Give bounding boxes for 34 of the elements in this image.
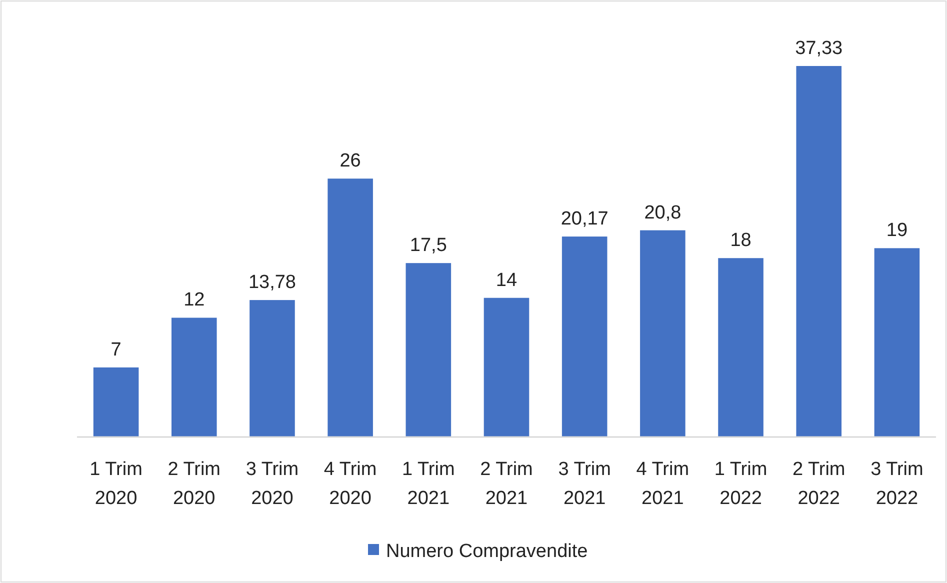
bar: [93, 367, 139, 437]
x-tick-label: 2 Trim 2022: [792, 459, 846, 509]
bar: [796, 66, 842, 437]
x-tick-label: 1 Trim 2020: [90, 459, 142, 509]
bar: [640, 230, 686, 437]
bar: [874, 248, 920, 437]
data-label: 13,78: [248, 272, 296, 294]
data-label: 26: [340, 150, 361, 172]
x-tick-label: 3 Trim 2021: [558, 459, 611, 509]
data-label: 19: [886, 220, 908, 242]
bar: [718, 258, 764, 437]
bar: [171, 318, 217, 437]
bar: [562, 236, 608, 437]
x-tick-label: 2 Trim 2020: [168, 459, 221, 509]
data-label: 12: [184, 290, 205, 311]
x-tick-label: 1 Trim 2021: [402, 459, 455, 509]
x-tick-label: 3 Trim 2020: [246, 459, 299, 509]
data-label: 20,8: [644, 202, 682, 224]
bar: [250, 300, 295, 437]
x-tick-label: 4 Trim 2021: [636, 459, 690, 509]
data-label: 18: [730, 230, 752, 252]
legend-label: Numero Compravendite: [386, 541, 588, 562]
data-label: 37,33: [795, 38, 843, 59]
x-tick-label: 3 Trim 2022: [870, 459, 924, 509]
data-label: 14: [496, 270, 518, 291]
bar: [484, 298, 530, 437]
x-tick-label: 1 Trim 2022: [714, 459, 768, 509]
x-tick-label: 4 Trim 2020: [324, 459, 377, 509]
data-label: 20,17: [560, 208, 608, 230]
data-label: 17,5: [410, 235, 447, 256]
data-label: 7: [110, 339, 122, 360]
bar: [328, 178, 373, 437]
bar: [406, 263, 452, 437]
x-tick-label: 2 Trim 2021: [480, 459, 533, 509]
